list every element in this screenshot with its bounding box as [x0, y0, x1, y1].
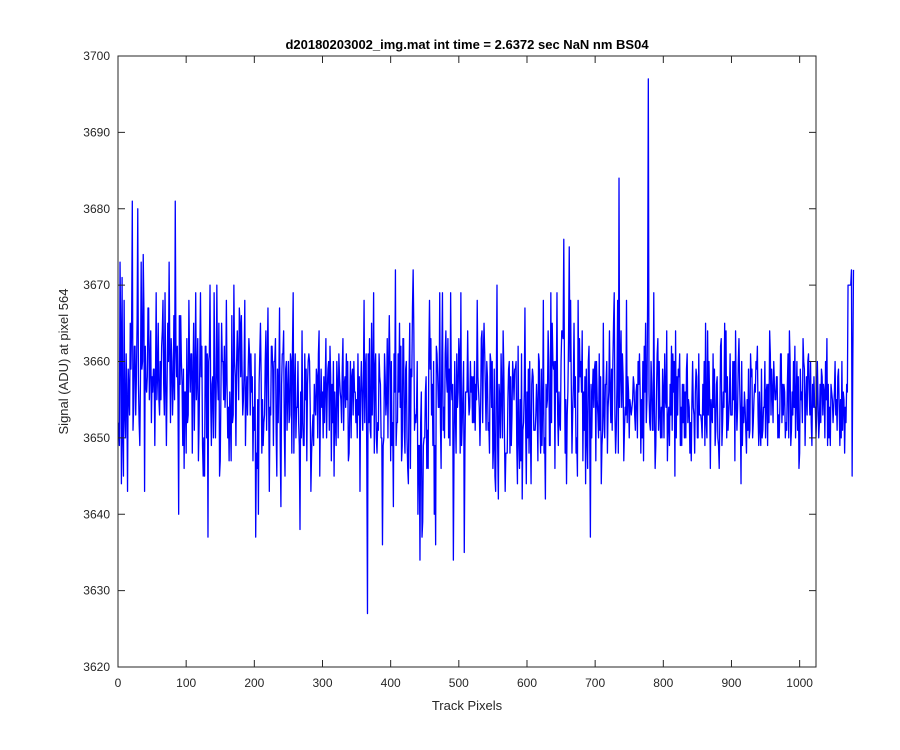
chart-title: d20180203002_img.mat int time = 2.6372 s…: [285, 37, 649, 52]
axes-layer: 0 100 200 300 400 500 600 700 800 900 1000 3620 3630…: [83, 49, 817, 690]
x-tick-label: 900: [721, 676, 741, 690]
series-layer: [118, 78, 855, 615]
y-tick-label: 3630: [83, 584, 110, 598]
y-tick-label: 3700: [83, 49, 110, 63]
series-line-0: [118, 78, 855, 615]
y-tick-label: 3620: [83, 660, 110, 674]
x-tick-label: 700: [585, 676, 605, 690]
y-tick-label: 3670: [83, 278, 110, 292]
x-tick-label: 500: [449, 676, 469, 690]
x-tick-label: 600: [517, 676, 537, 690]
x-tick-label: 0: [115, 676, 122, 690]
x-tick-label: 200: [244, 676, 264, 690]
y-tick-label: 3650: [83, 431, 110, 445]
x-tick-label: 1000: [786, 676, 813, 690]
x-tick-label: 100: [176, 676, 196, 690]
x-tick-label: 300: [312, 676, 332, 690]
y-tick-label: 3680: [83, 202, 110, 216]
x-tick-label: 800: [653, 676, 673, 690]
y-tick-label: 3690: [83, 125, 110, 139]
y-axis-label: Signal (ADU) at pixel 564: [56, 289, 71, 435]
x-axis-label: Track Pixels: [432, 698, 503, 713]
y-tick-label: 3640: [83, 507, 110, 521]
y-tick-label: 3660: [83, 355, 110, 369]
x-tick-label: 400: [381, 676, 401, 690]
